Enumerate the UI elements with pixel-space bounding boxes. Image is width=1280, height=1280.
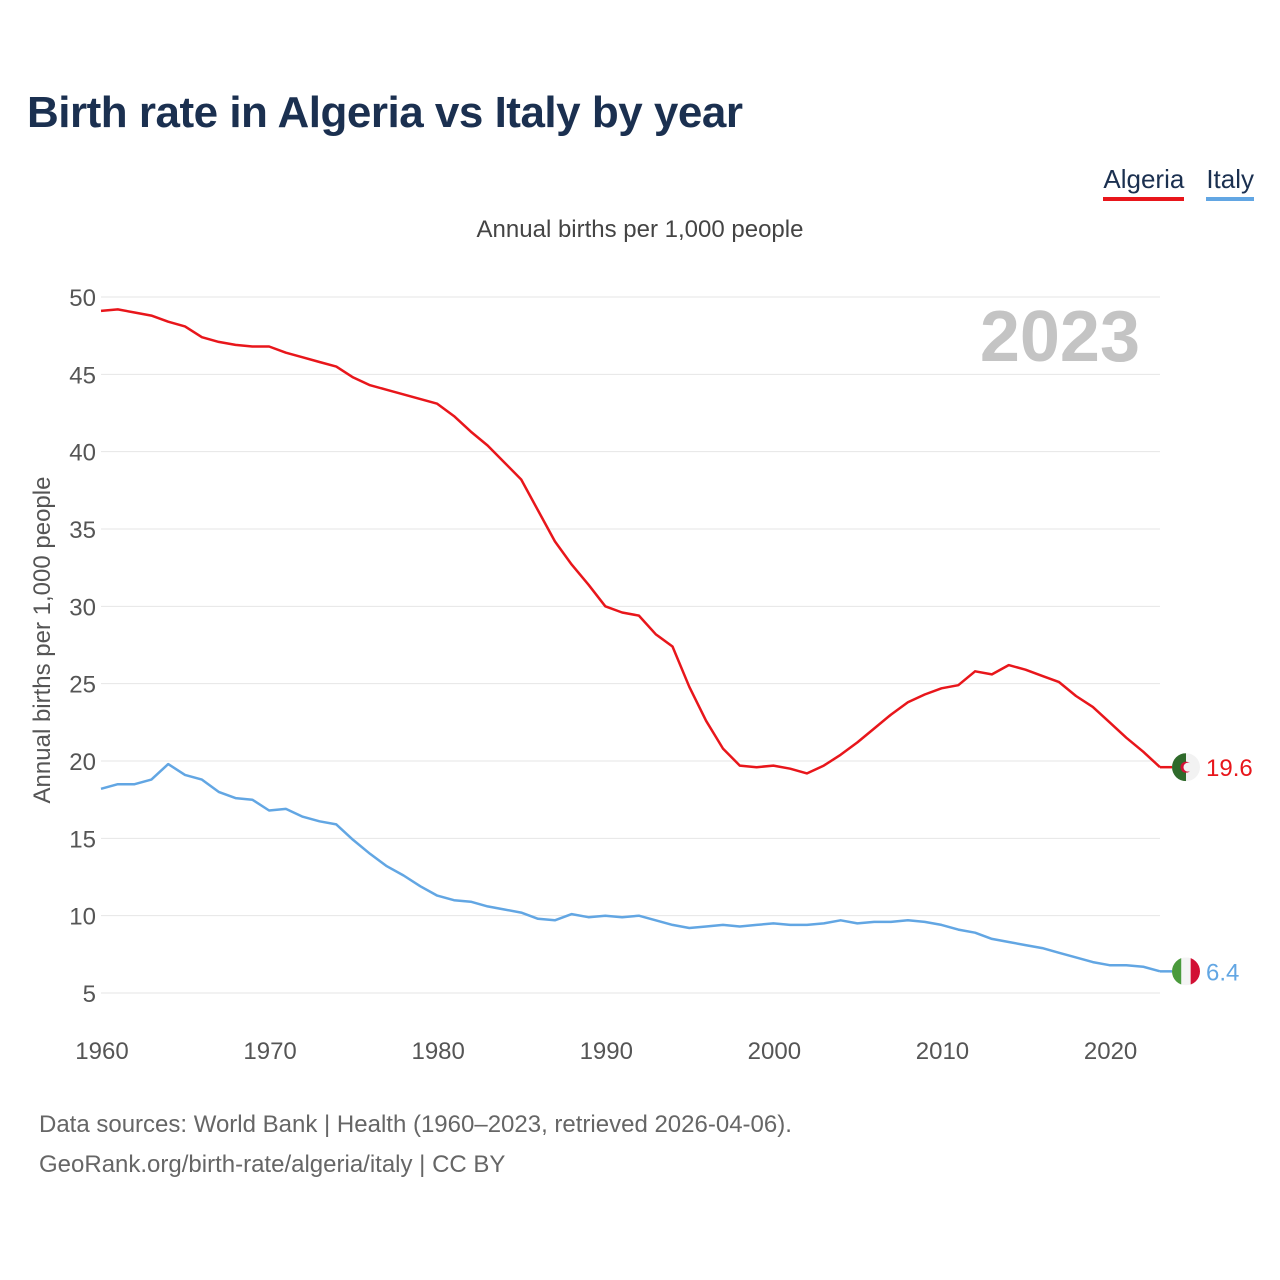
footer: Data sources: World Bank | Health (1960–… xyxy=(39,1105,792,1185)
year-watermark: 2023 xyxy=(980,297,1140,377)
x-tick-label-1960: 1960 xyxy=(75,1038,128,1065)
y-tick-label-50: 50 xyxy=(69,285,96,312)
series-line-algeria[interactable] xyxy=(100,308,1161,775)
y-axis: 5 10 15 20 25 30 35 40 45 50 xyxy=(69,285,96,1008)
legend-item-italy[interactable]: Italy xyxy=(1206,163,1254,201)
end-value-label-algeria: 19.6 xyxy=(1206,755,1253,782)
y-axis-label: Annual births per 1,000 people xyxy=(29,477,56,804)
y-tick-label-15: 15 xyxy=(69,826,96,853)
legend: Algeria Italy xyxy=(1103,163,1254,201)
y-tick-label-35: 35 xyxy=(69,517,96,544)
flag-algeria-icon xyxy=(1172,753,1200,782)
y-tick-label-45: 45 xyxy=(69,362,96,389)
chart-subtitle: Annual births per 1,000 people xyxy=(476,216,804,243)
end-value-label-italy: 6.4 xyxy=(1206,959,1239,986)
x-tick-label-2020: 2020 xyxy=(1084,1038,1137,1065)
x-axis: 1960 1970 1980 1990 2000 2010 2020 xyxy=(75,1038,1137,1065)
y-tick-label-10: 10 xyxy=(69,904,96,931)
legend-item-algeria[interactable]: Algeria xyxy=(1103,163,1185,201)
y-tick-label-25: 25 xyxy=(69,672,96,699)
data-source-note: Data sources: World Bank | Health (1960–… xyxy=(39,1111,792,1138)
x-tick-label-2010: 2010 xyxy=(916,1038,969,1065)
source-link[interactable]: GeoRank.org/birth-rate/algeria/italy | C… xyxy=(39,1151,506,1178)
grid-lines xyxy=(101,296,1160,994)
y-tick-label-40: 40 xyxy=(69,440,96,467)
series-lines xyxy=(100,308,1161,973)
x-tick-label-1980: 1980 xyxy=(411,1038,464,1065)
y-tick-label-5: 5 xyxy=(83,981,96,1008)
flag-italy-icon xyxy=(1172,957,1200,986)
y-tick-label-30: 30 xyxy=(69,594,96,621)
chart-title: Birth rate in Algeria vs Italy by year xyxy=(27,88,743,137)
series-line-italy[interactable] xyxy=(100,762,1161,973)
series-endpoints: 19.6 6.4 xyxy=(1160,753,1253,986)
x-tick-label-1990: 1990 xyxy=(580,1038,633,1065)
x-tick-label-2000: 2000 xyxy=(748,1038,801,1065)
x-tick-label-1970: 1970 xyxy=(243,1038,296,1065)
y-tick-label-20: 20 xyxy=(69,749,96,776)
